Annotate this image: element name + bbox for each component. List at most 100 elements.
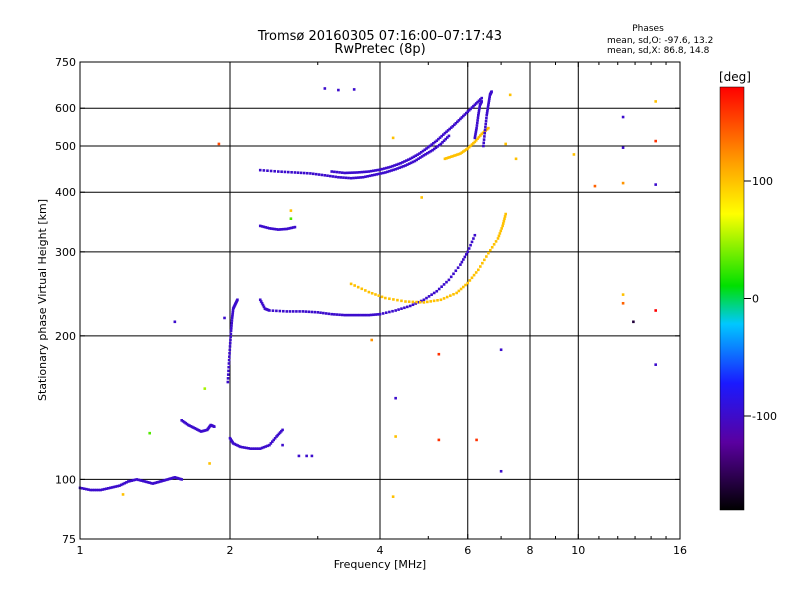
echo-point [473,134,477,138]
echo-point [229,332,233,336]
echo-point [382,167,386,170]
echo-point [290,170,293,174]
echo-point [261,303,265,307]
echo-point [654,309,657,312]
colorbar-tick-label: 0 [752,293,759,306]
echo-point [212,425,216,428]
echo-point [323,87,327,90]
echo-point [402,164,405,168]
echo-point [381,171,385,175]
echo-point [425,147,428,150]
echo-point [488,248,492,252]
echo-point [470,106,474,109]
echo-point [449,275,453,279]
echo-point [476,116,480,120]
echo-point [164,478,168,482]
echo-point [228,345,232,348]
echo-point [273,436,277,440]
echo-point [305,454,308,458]
echo-point [419,151,423,154]
echo-point [593,184,597,188]
echo-point [503,217,506,221]
echo-point [472,273,476,277]
echo-point [337,175,340,179]
echo-point [474,271,478,274]
echo-point [388,297,391,301]
echo-point [183,420,186,424]
echo-point [400,165,403,169]
echo-point [440,285,443,289]
echo-point [433,140,437,144]
colorbar-tick-label: -100 [752,410,777,423]
echo-point [396,298,399,302]
echo-point [477,109,481,113]
echo-point [378,168,382,171]
echo-point [229,335,232,339]
echo-point [497,234,501,238]
echo-point [230,319,234,322]
echo-point [480,96,484,100]
echo-point [476,100,479,104]
echo-point [475,124,479,127]
echo-point [474,130,478,134]
echo-point [442,139,446,143]
echo-point [331,175,335,178]
echo-point [309,172,312,175]
echo-point [464,283,467,287]
echo-point [112,485,116,489]
echo-point [474,128,478,132]
echo-point [467,247,471,250]
x-tick-label: 8 [527,544,534,557]
echo-point [462,114,465,118]
echo-point [293,171,297,174]
echo-point [457,152,461,156]
echo-point [432,147,436,151]
echo-point [162,479,165,482]
echo-point [273,169,276,173]
echo-point [278,431,282,434]
echo-point [103,487,106,491]
echo-point [456,120,459,124]
echo-point [289,209,293,212]
echo-point [654,139,657,143]
echo-point [394,309,397,312]
echo-point [268,227,271,230]
echo-point [487,251,490,255]
echo-point [342,176,345,179]
echo-point [358,313,361,317]
echo-point [451,124,455,128]
echo-point [355,171,359,174]
echo-point [432,299,436,303]
echo-point [381,312,385,315]
echo-point [400,307,403,310]
echo-point [360,170,364,174]
echo-point [470,143,474,146]
echo-point [454,269,458,273]
echo-point [477,268,480,272]
echo-point [437,137,440,141]
echo-point [293,225,297,229]
echo-point [247,447,250,450]
echo-point [366,174,369,178]
echo-point [170,476,174,480]
echo-point [414,154,418,157]
echo-point [466,281,470,285]
stats-heading: Phases [632,24,664,34]
echo-point [368,174,372,178]
echo-point [432,142,435,145]
echo-point [477,99,481,103]
echo-point [413,159,417,163]
echo-point [390,169,393,172]
echo-point [427,150,431,154]
echo-point [276,170,280,173]
echo-point [268,443,271,447]
echo-point [466,147,470,150]
echo-point [208,462,211,465]
colorbar-unit: [deg] [719,70,751,84]
echo-point [445,156,448,160]
colorbar-ticks: 100 0 -100 [744,175,777,423]
echo-point [408,304,412,308]
echo-point [375,173,378,176]
echo-point [405,159,408,162]
echo-point [97,488,100,492]
